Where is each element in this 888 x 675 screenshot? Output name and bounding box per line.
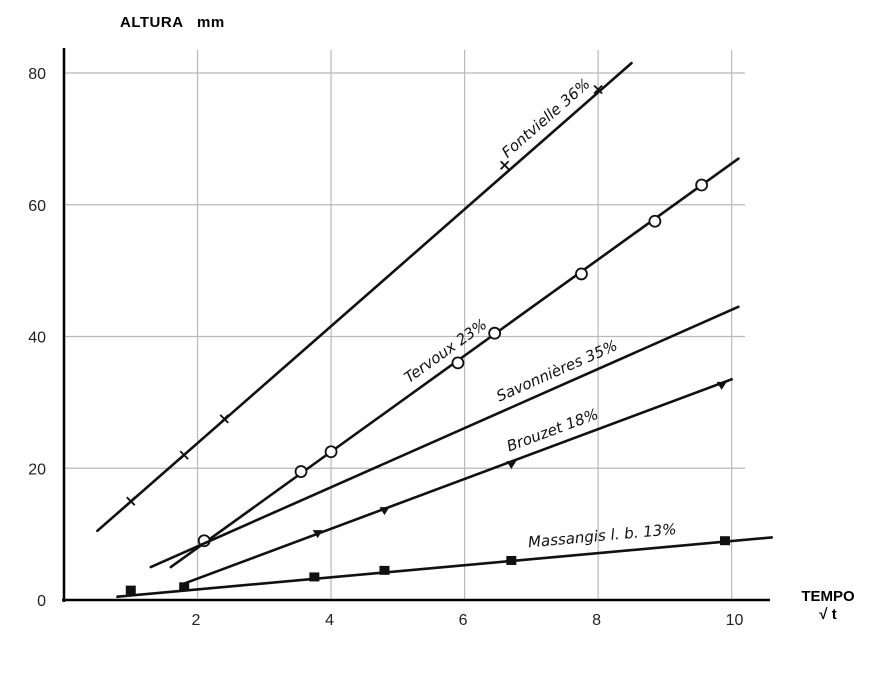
point-massangis-l-b-13-3 xyxy=(309,572,320,582)
y-axis-label: ALTURA mm xyxy=(120,14,225,31)
series-label-brouzet-18: Brouzet 18% xyxy=(504,405,600,455)
series-label-fontvielle-36: Fontvielle 36% xyxy=(498,75,593,162)
point-tervoux-23-6 xyxy=(575,267,588,281)
point-massangis-l-b-13-5 xyxy=(506,555,517,565)
point-tervoux-23-8 xyxy=(695,178,709,192)
y-tick-label-40: 40 xyxy=(28,330,46,347)
point-brouzet-18-3 xyxy=(506,460,517,469)
x-tick-label-10: 10 xyxy=(726,612,744,629)
x-tick-label-6: 6 xyxy=(459,612,468,629)
point-massangis-l-b-13-4 xyxy=(379,565,390,575)
x-axis-label: TEMPO √ t xyxy=(790,588,866,624)
point-fontvielle-36-1 xyxy=(126,496,136,506)
point-tervoux-23-7 xyxy=(648,214,662,228)
x-tick-label-4: 4 xyxy=(325,612,334,629)
series-label-savonni-res-35: Savonnières 35% xyxy=(494,336,621,405)
x-tick-label-2: 2 xyxy=(192,612,201,629)
y-tick-label-20: 20 xyxy=(28,461,46,478)
point-fontvielle-36-4 xyxy=(500,160,510,170)
point-tervoux-23-3 xyxy=(324,445,338,459)
series-line-fontvielle-36 xyxy=(96,61,633,533)
x-axis-label-line1: TEMPO xyxy=(801,588,855,605)
point-massangis-l-b-13-2 xyxy=(179,582,190,592)
point-tervoux-23-5 xyxy=(488,326,502,340)
point-tervoux-23-2 xyxy=(294,465,308,478)
point-fontvielle-36-3 xyxy=(219,414,229,424)
point-brouzet-18-1 xyxy=(312,530,323,539)
series-label-tervoux-23: Tervoux 23% xyxy=(401,315,490,386)
point-tervoux-23-4 xyxy=(451,356,465,370)
point-brouzet-18-2 xyxy=(379,507,390,516)
point-massangis-l-b-13-1 xyxy=(125,585,136,595)
series-line-brouzet-18 xyxy=(182,378,733,585)
series-line-massangis-l-b-13 xyxy=(116,536,774,599)
series-label-massangis-l-b-13: Massangis l. b. 13% xyxy=(527,520,677,551)
point-fontvielle-36-2 xyxy=(179,450,189,460)
point-massangis-l-b-13-6 xyxy=(719,536,730,546)
y-tick-label-80: 80 xyxy=(28,66,46,83)
y-tick-label-0: 0 xyxy=(37,593,46,610)
point-fontvielle-36-5 xyxy=(593,84,603,95)
y-tick-label-60: 60 xyxy=(28,198,46,215)
point-brouzet-18-4 xyxy=(716,381,727,390)
x-tick-label-8: 8 xyxy=(592,612,601,629)
x-axis-label-line2: √ t xyxy=(819,606,837,623)
series-line-savonni-res-35 xyxy=(149,305,740,569)
